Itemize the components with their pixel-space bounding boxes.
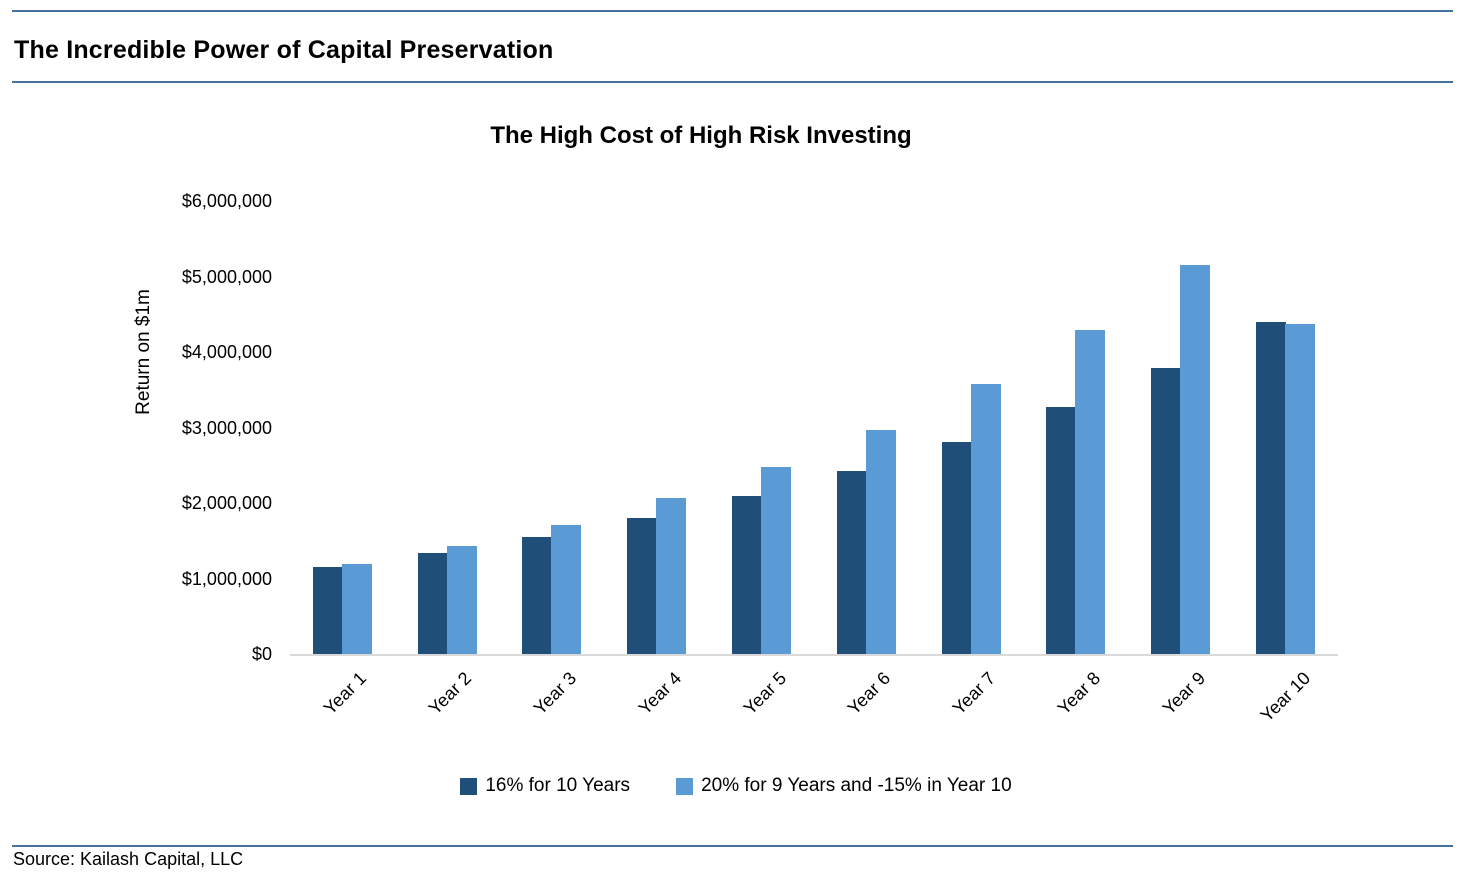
bar-series2-year-5 xyxy=(761,467,792,655)
top-divider-line xyxy=(12,10,1453,12)
y-tick-label: $1,000,000 xyxy=(181,569,272,589)
bar-group-year-4 xyxy=(604,202,709,655)
bar-group-year-10 xyxy=(1233,202,1338,655)
bar-series2-year-1 xyxy=(341,564,372,655)
bar-group-year-6 xyxy=(814,202,919,655)
y-tick-label: $4,000,000 xyxy=(181,342,272,362)
y-tick-label: $5,000,000 xyxy=(181,267,272,287)
footer-divider-line xyxy=(12,845,1453,847)
bar-group-year-5 xyxy=(709,202,814,655)
bar-group-year-8 xyxy=(1024,202,1129,655)
plot-area xyxy=(290,202,1338,655)
bar-series1-year-1 xyxy=(312,567,343,655)
bar-series2-year-7 xyxy=(970,384,1001,655)
bar-series1-year-9 xyxy=(1151,368,1182,655)
bar-group-year-9 xyxy=(1128,202,1233,655)
x-axis-line xyxy=(290,654,1338,656)
bar-series1-year-4 xyxy=(627,518,658,655)
legend-item-series1: 16% for 10 Years xyxy=(460,775,630,797)
bar-group-year-1 xyxy=(290,202,395,655)
legend-label: 20% for 9 Years and -15% in Year 10 xyxy=(701,775,1012,796)
bar-group-year-7 xyxy=(919,202,1024,655)
chart-legend: 16% for 10 Years 20% for 9 Years and -15%… xyxy=(0,775,1464,797)
bar-series1-year-5 xyxy=(732,496,763,655)
bar-series2-year-10 xyxy=(1285,324,1316,655)
bar-series1-year-8 xyxy=(1046,407,1077,655)
bar-series2-year-9 xyxy=(1180,265,1211,655)
bar-group-year-2 xyxy=(395,202,500,655)
y-tick-label: $6,000,000 xyxy=(181,191,272,211)
source-attribution: Source: Kailash Capital, LLC xyxy=(13,849,244,869)
legend-item-series2: 20% for 9 Years and -15% in Year 10 xyxy=(676,775,1012,797)
bar-group-year-3 xyxy=(500,202,605,655)
legend-label: 16% for 10 Years xyxy=(485,775,631,796)
y-tick-label: $0 xyxy=(251,644,272,664)
bar-series2-year-3 xyxy=(551,525,582,655)
y-tick-label: $3,000,000 xyxy=(181,418,272,438)
page-title: The Incredible Power of Capital Preserva… xyxy=(14,36,554,64)
header-divider-line xyxy=(12,81,1453,83)
chart-title: The High Cost of High Risk Investing xyxy=(490,122,912,149)
bar-series1-year-7 xyxy=(941,442,972,655)
bar-series1-year-3 xyxy=(522,537,553,655)
y-tick-label: $2,000,000 xyxy=(181,493,272,513)
bar-series2-year-4 xyxy=(656,498,687,655)
legend-swatch-icon xyxy=(460,777,478,795)
legend-swatch-icon xyxy=(676,777,694,795)
bar-series1-year-6 xyxy=(836,471,867,655)
bar-series1-year-2 xyxy=(417,553,448,655)
bar-series2-year-6 xyxy=(865,430,896,655)
bar-series2-year-2 xyxy=(446,546,477,655)
bar-series2-year-8 xyxy=(1075,330,1106,655)
bar-series1-year-10 xyxy=(1256,322,1287,655)
